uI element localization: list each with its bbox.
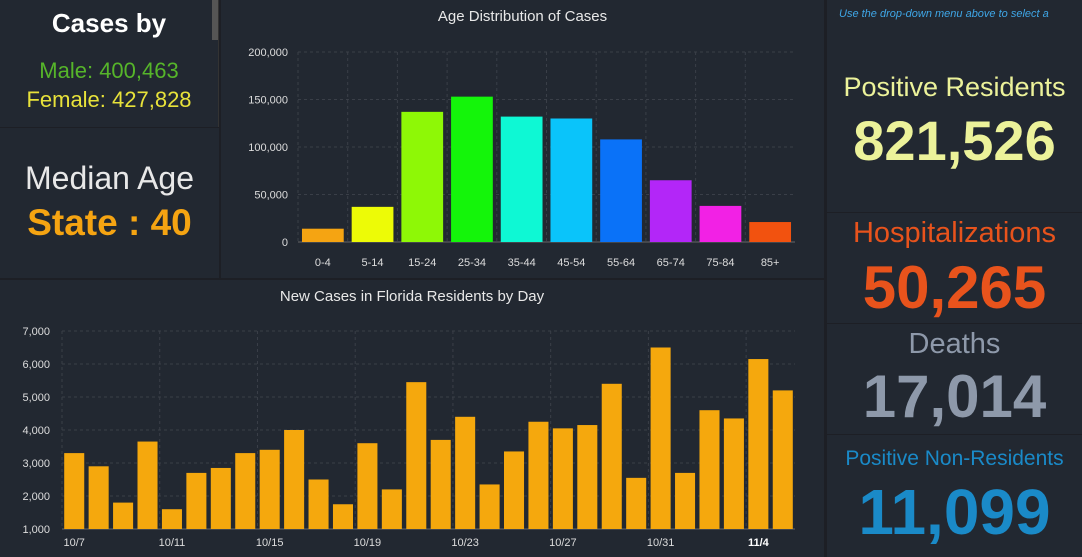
daily-ytick-label: 2,000 bbox=[22, 491, 50, 503]
deaths-label: Deaths bbox=[908, 328, 1001, 360]
daily-ytick-label: 4,000 bbox=[22, 425, 50, 437]
age-ytick-label: 0 bbox=[282, 237, 288, 249]
positive-residents-label: Positive Residents bbox=[843, 72, 1066, 102]
hospitalizations-panel: Hospitalizations 50,265 bbox=[827, 213, 1082, 323]
daily-ytick-label: 3,000 bbox=[22, 458, 50, 470]
age-xtick-label: 0-4 bbox=[315, 257, 331, 269]
daily-bar bbox=[503, 451, 525, 529]
positive-residents-value: 821,526 bbox=[853, 109, 1056, 172]
dropdown-hint: Use the drop-down menu above to select a bbox=[839, 8, 1049, 20]
female-count: Female: 427,828 bbox=[26, 87, 192, 112]
age-ytick-label: 50,000 bbox=[254, 190, 288, 202]
age-ytick-label: 100,000 bbox=[248, 142, 288, 154]
age-xtick-label: 25-34 bbox=[458, 257, 486, 269]
gender-panel: Cases by Male: 400,463 Female: 427,828 bbox=[0, 0, 219, 127]
daily-bar bbox=[113, 502, 134, 529]
daily-bar bbox=[161, 509, 182, 529]
scrollbar[interactable] bbox=[212, 0, 218, 40]
daily-ytick-label: 1,000 bbox=[22, 524, 50, 536]
daily-xtick-label: 10/23 bbox=[451, 537, 479, 549]
age-bar bbox=[699, 205, 742, 242]
age-xtick-label: 35-44 bbox=[508, 257, 536, 269]
daily-ytick-label: 7,000 bbox=[22, 326, 50, 338]
daily-bar bbox=[601, 383, 622, 529]
age-bar bbox=[301, 228, 344, 242]
daily-xtick-label: 10/11 bbox=[159, 537, 186, 549]
median-age-label: Median Age bbox=[24, 160, 194, 196]
median-age-value: State : 40 bbox=[27, 202, 192, 243]
positive-residents-panel: Use the drop-down menu above to select a… bbox=[827, 0, 1082, 212]
daily-bar bbox=[626, 477, 647, 529]
daily-bar bbox=[772, 390, 793, 529]
age-distribution-chart: Age Distribution of Cases 0 50,000 100,000… bbox=[221, 0, 824, 278]
daily-bar bbox=[235, 453, 256, 529]
daily-bar bbox=[88, 466, 109, 529]
age-bar bbox=[550, 118, 593, 242]
non-residents-panel: Positive Non-Residents 11,099 bbox=[827, 435, 1082, 557]
deaths-panel: Deaths 17,014 bbox=[827, 324, 1082, 434]
hospitalizations-value: 50,265 bbox=[862, 254, 1047, 321]
daily-bar bbox=[284, 430, 305, 529]
hospitalizations-label: Hospitalizations bbox=[852, 217, 1057, 249]
daily-bar bbox=[64, 453, 85, 529]
daily-xtick-label: 11/4 bbox=[748, 537, 770, 549]
daily-xtick-label: 10/19 bbox=[354, 537, 382, 549]
age-xtick-label: 15-24 bbox=[408, 257, 436, 269]
daily-cases-chart: New Cases in Florida Residents by Day 1,… bbox=[0, 280, 824, 557]
age-xtick-label: 75-84 bbox=[706, 257, 734, 269]
age-bar bbox=[649, 180, 692, 242]
non-residents-label: Positive Non-Residents bbox=[845, 447, 1064, 470]
daily-bar bbox=[748, 359, 769, 529]
daily-chart-title: New Cases in Florida Residents by Day bbox=[279, 288, 545, 305]
deaths-value: 17,014 bbox=[862, 363, 1047, 430]
age-ytick-label: 150,000 bbox=[248, 95, 288, 107]
daily-bar bbox=[308, 479, 329, 529]
age-bar bbox=[401, 111, 444, 242]
age-chart-svg: 0 50,000 100,000 150,000 200,000 0-4 5-14 15-24… bbox=[248, 47, 795, 269]
daily-ytick-label: 6,000 bbox=[22, 359, 50, 371]
daily-bar bbox=[479, 484, 500, 529]
daily-bar bbox=[381, 489, 402, 529]
daily-bar bbox=[406, 382, 427, 529]
daily-ytick-label: 5,000 bbox=[22, 392, 50, 404]
daily-xtick-label: 10/7 bbox=[64, 537, 85, 549]
median-age-panel: Median Age State : 40 bbox=[0, 128, 219, 278]
age-bar bbox=[600, 139, 642, 242]
daily-bar bbox=[552, 428, 573, 529]
daily-bar bbox=[259, 449, 280, 529]
age-bar bbox=[749, 222, 792, 242]
cases-by-title: Cases by bbox=[51, 8, 167, 38]
daily-bar bbox=[577, 425, 598, 529]
daily-bar bbox=[137, 441, 158, 529]
age-ytick-label: 200,000 bbox=[248, 47, 288, 59]
male-count: Male: 400,463 bbox=[39, 58, 179, 83]
daily-xtick-label: 10/27 bbox=[549, 537, 577, 549]
daily-bar bbox=[723, 418, 744, 529]
daily-chart-svg: 1,000 2,000 3,000 4,000 5,000 6,000 7,000 10/7 1… bbox=[22, 326, 795, 549]
age-xtick-label: 65-74 bbox=[657, 257, 685, 269]
age-bar bbox=[351, 206, 394, 242]
daily-bar bbox=[186, 472, 207, 529]
daily-bar bbox=[430, 439, 451, 529]
daily-bar bbox=[528, 421, 549, 529]
daily-bar bbox=[650, 347, 671, 529]
age-bar bbox=[451, 96, 493, 243]
daily-bar bbox=[332, 504, 354, 529]
age-xtick-label: 45-54 bbox=[557, 257, 585, 269]
age-xtick-label: 55-64 bbox=[607, 257, 635, 269]
age-chart-title: Age Distribution of Cases bbox=[437, 8, 608, 25]
daily-bar bbox=[699, 410, 720, 529]
daily-xtick-label: 10/31 bbox=[647, 537, 675, 549]
daily-xtick-label: 10/15 bbox=[256, 537, 284, 549]
daily-bar bbox=[455, 416, 476, 529]
daily-bar bbox=[357, 443, 378, 529]
age-bar bbox=[500, 116, 543, 242]
age-xtick-label: 85+ bbox=[761, 257, 780, 269]
age-xtick-label: 5-14 bbox=[362, 257, 384, 269]
non-residents-value: 11,099 bbox=[858, 476, 1051, 548]
daily-bar bbox=[210, 467, 231, 529]
daily-bar bbox=[675, 472, 696, 529]
